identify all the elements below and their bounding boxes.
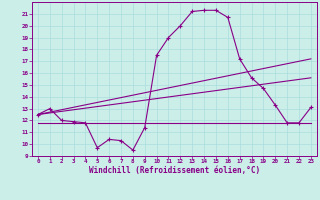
X-axis label: Windchill (Refroidissement éolien,°C): Windchill (Refroidissement éolien,°C) bbox=[89, 166, 260, 175]
